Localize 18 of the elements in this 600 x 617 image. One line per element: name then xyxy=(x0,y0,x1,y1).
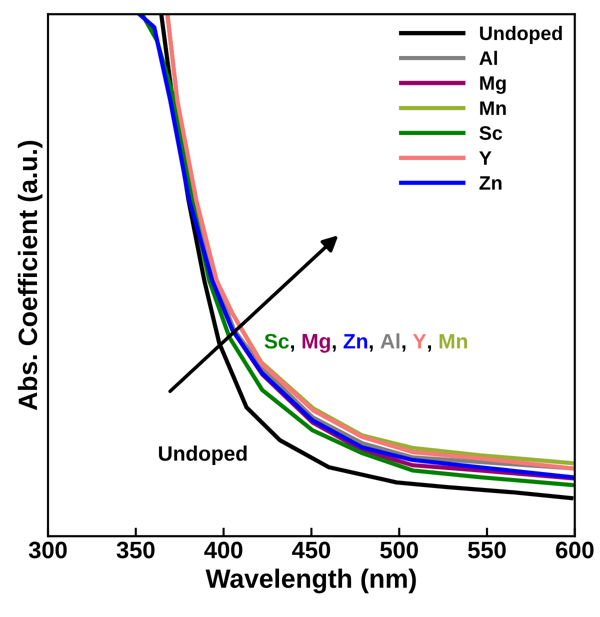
legend-label: Mg xyxy=(480,76,506,94)
x-tick-label: 550 xyxy=(468,542,506,558)
x-tick-label: 300 xyxy=(28,542,67,558)
legend-label: Y xyxy=(479,151,492,165)
x-tick-label: 500 xyxy=(380,542,418,558)
x-tick-label: 600 xyxy=(556,542,594,558)
legend-label: Zn xyxy=(479,176,502,190)
x-tick-label: 400 xyxy=(204,542,242,558)
legend-label: Mn xyxy=(480,101,506,115)
text: Sc, Mg, Zn, Al, Y, Mn xyxy=(264,333,468,353)
legend-label: Sc xyxy=(479,126,502,140)
legend-label: Undoped xyxy=(480,26,562,44)
x-axis-title: Wavelength (nm) xyxy=(206,568,416,594)
annotation: Undoped xyxy=(159,446,247,465)
legend-label: Al xyxy=(479,50,497,65)
x-tick-label: 350 xyxy=(116,542,155,558)
x-tick-label: 450 xyxy=(292,542,330,558)
y-axis-title: Abs. Coefficient (a.u.) xyxy=(18,140,42,410)
